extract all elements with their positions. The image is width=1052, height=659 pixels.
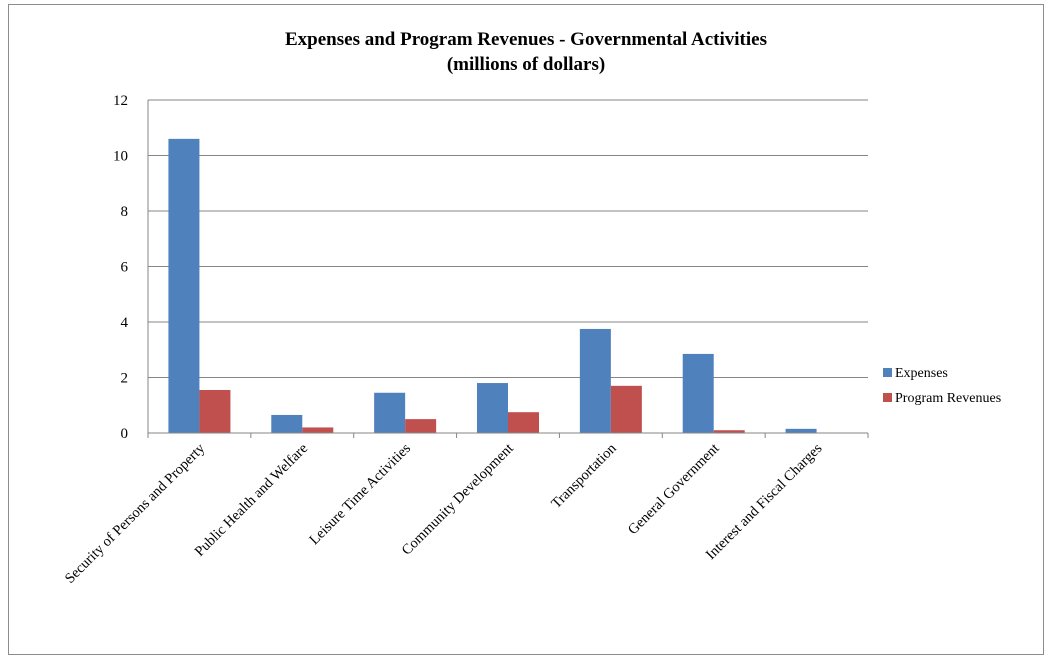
- y-tick-label: 2: [121, 371, 129, 387]
- bar-program-revenues: [405, 419, 437, 433]
- y-tick-label: 12: [113, 93, 128, 109]
- x-category-label: Security of Persons and Property: [62, 440, 209, 587]
- bar-program-revenues: [713, 430, 745, 433]
- y-tick-label: 6: [121, 260, 129, 276]
- y-tick-label: 10: [113, 149, 128, 165]
- legend-swatch: [883, 368, 892, 377]
- legend-label: Expenses: [895, 366, 948, 381]
- gridlines: [148, 99, 868, 378]
- bar-expenses: [682, 353, 714, 433]
- x-category-label: Transportation: [548, 440, 620, 512]
- y-tick-label: 0: [121, 426, 129, 442]
- x-category-label: Leisure Time Activities: [306, 440, 414, 548]
- bar-expenses: [785, 428, 817, 433]
- x-category-label: Public Health and Welfare: [192, 441, 311, 560]
- bar-expenses: [168, 138, 200, 433]
- legend: Expenses Program Revenues: [883, 366, 1001, 406]
- bar-program-revenues: [199, 389, 231, 433]
- bar-expenses: [374, 392, 406, 433]
- chart-subtitle: (millions of dollars): [447, 54, 605, 75]
- legend-swatch: [883, 393, 892, 402]
- y-tick-label: 8: [121, 204, 129, 220]
- y-tick-labels: 0 2 4 6 8 10 12: [113, 93, 129, 442]
- bars: [168, 138, 817, 433]
- chart-title: Expenses and Program Revenues - Governme…: [285, 29, 767, 50]
- bar-expenses: [271, 414, 303, 433]
- legend-label: Program Revenues: [895, 391, 1001, 406]
- bar-program-revenues: [508, 412, 539, 433]
- axes: [147, 100, 869, 438]
- x-category-label: Community Development: [399, 441, 517, 559]
- bar-expenses: [477, 383, 508, 433]
- y-tick-label: 4: [121, 315, 129, 331]
- x-category-label: Interest and Fiscal Charges: [703, 440, 826, 563]
- bar-program-revenues: [302, 427, 334, 433]
- bar-expenses: [579, 328, 611, 433]
- x-category-label: General Government: [625, 441, 723, 539]
- bar-program-revenues: [610, 385, 642, 433]
